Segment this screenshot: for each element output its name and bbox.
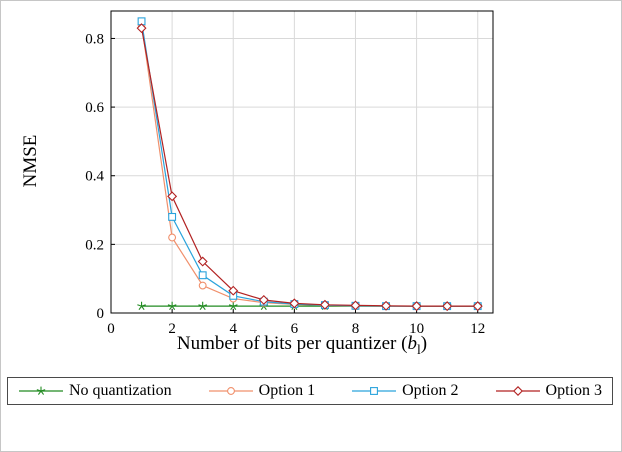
svg-text:0.4: 0.4: [85, 169, 104, 185]
x-axis-label-subscript: l: [416, 341, 421, 357]
svg-text:2: 2: [168, 321, 176, 337]
svg-text:0: 0: [107, 321, 115, 337]
nmse-chart-canvas: 0 2 4 6 8 10 12 0 0.2 0.4 0.6 0.8: [85, 10, 494, 337]
x-axis-label-close: ): [420, 333, 428, 354]
legend-marker-square-icon: [352, 387, 397, 395]
y-axis-label: NMSE: [20, 134, 41, 188]
legend-item-no-quantization: No quantization: [18, 382, 172, 400]
svg-text:4: 4: [229, 321, 237, 337]
legend-label: Option 1: [258, 382, 316, 399]
legend-item-option-1: Option 1: [208, 382, 315, 400]
x-axis-label-text: Number of bits per quantizer (: [176, 333, 408, 354]
svg-text:0.2: 0.2: [85, 237, 104, 253]
svg-text:0.6: 0.6: [85, 100, 104, 116]
svg-text:0: 0: [97, 306, 105, 322]
legend: No quantization Option 1 Option 2 Option…: [7, 377, 613, 405]
legend-label: No quantization: [69, 382, 172, 399]
svg-text:6: 6: [291, 321, 299, 337]
legend-label: Option 2: [402, 382, 459, 399]
legend-label: Option 3: [545, 382, 602, 399]
x-axis-label: Number of bits per quantizer (bl): [111, 333, 493, 358]
legend-item-option-2: Option 2: [351, 382, 459, 400]
svg-text:10: 10: [409, 321, 424, 337]
legend-item-option-3: Option 3: [495, 382, 602, 400]
legend-marker-circle-icon: [208, 387, 253, 395]
svg-text:8: 8: [352, 321, 360, 337]
svg-text:0.8: 0.8: [85, 31, 104, 47]
svg-text:12: 12: [470, 321, 485, 337]
x-axis-label-var: b: [407, 333, 417, 354]
legend-marker-star-icon: [19, 386, 63, 395]
legend-marker-diamond-icon: [495, 386, 540, 396]
